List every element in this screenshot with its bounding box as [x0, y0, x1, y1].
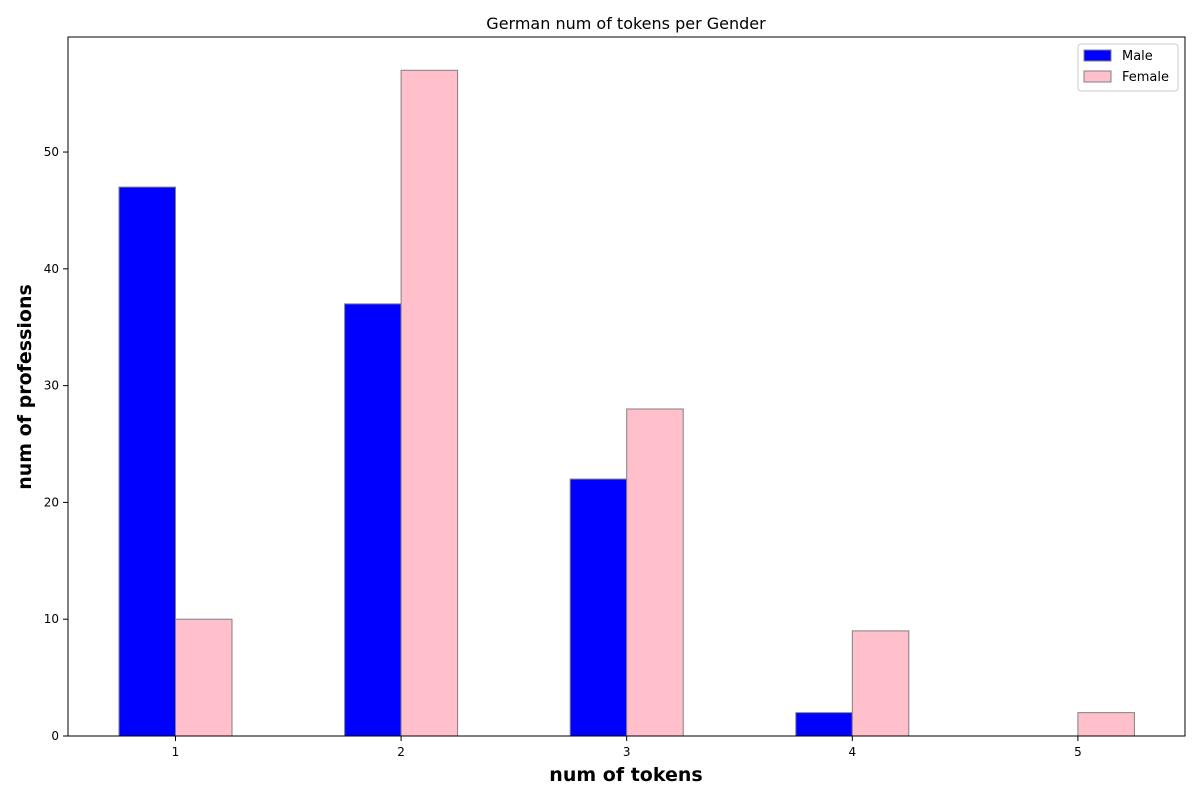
bar-female-1	[175, 618, 233, 737]
bar-male-4	[795, 712, 853, 737]
legend-label-female: Female	[1122, 70, 1169, 85]
x-tick-label: 5	[1074, 745, 1082, 759]
x-tick-label: 3	[623, 745, 631, 759]
x-tick-label: 4	[848, 745, 856, 759]
x-tick-label: 2	[397, 745, 405, 759]
bar-female-5	[1077, 712, 1135, 737]
bar-male-2	[344, 303, 402, 737]
x-axis: 1 2 3 4 5	[172, 736, 1082, 759]
x-tick-label: 1	[172, 745, 180, 759]
y-tick-label: 10	[44, 612, 59, 626]
y-tick-label: 0	[51, 729, 59, 743]
bar-female-4	[851, 630, 910, 737]
bar-male-1	[118, 186, 176, 737]
y-tick-label: 30	[44, 379, 59, 393]
y-tick-label: 50	[44, 145, 59, 159]
bar-female-3	[626, 408, 684, 737]
x-axis-label: num of tokens	[549, 764, 702, 786]
legend-swatch-female	[1083, 70, 1112, 83]
y-tick-label: 40	[44, 262, 59, 276]
bars-layer	[118, 69, 1135, 737]
y-tick-label: 20	[44, 495, 59, 509]
legend-swatch-male	[1083, 49, 1112, 62]
y-axis: 0 10 20 30 40 50	[44, 145, 68, 743]
legend: Male Female	[1077, 43, 1179, 92]
bar-female-2	[400, 69, 459, 737]
chart-title: German num of tokens per Gender	[486, 14, 766, 33]
y-axis-label: num of professions	[14, 284, 36, 490]
bar-male-3	[569, 478, 628, 737]
legend-label-male: Male	[1122, 49, 1153, 64]
